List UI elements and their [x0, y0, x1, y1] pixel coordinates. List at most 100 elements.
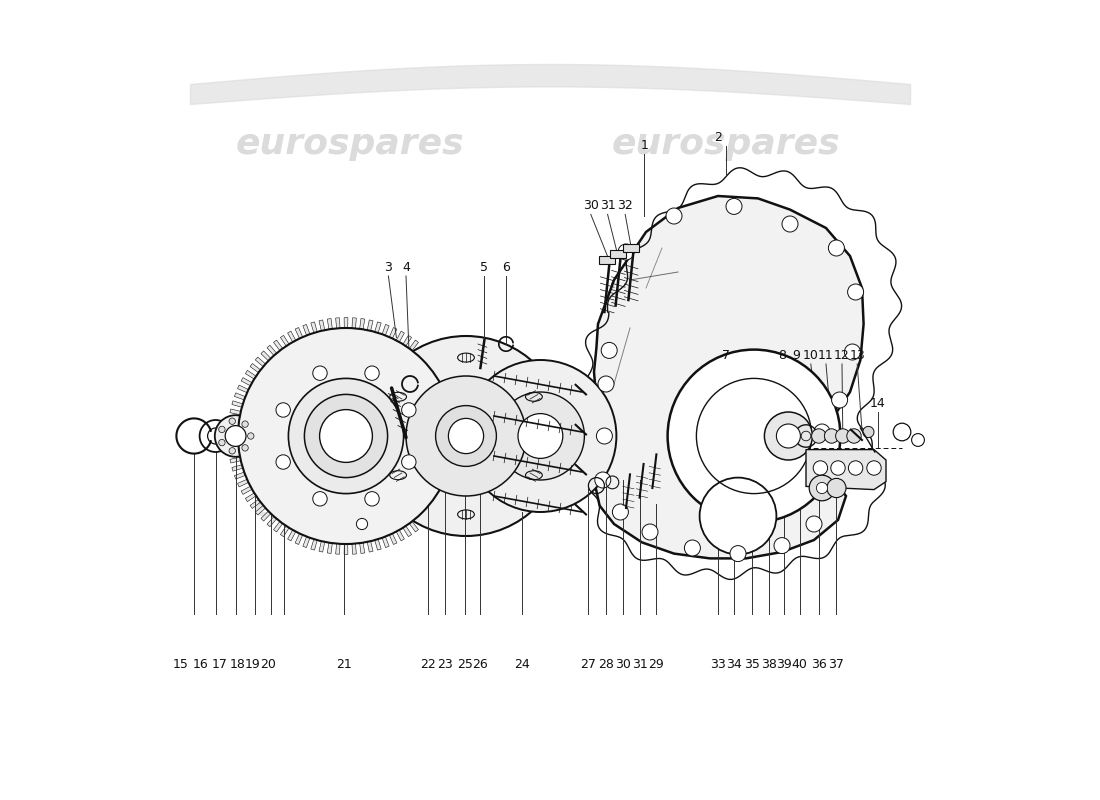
Circle shape: [730, 546, 746, 562]
Circle shape: [824, 429, 839, 443]
Circle shape: [845, 344, 860, 360]
Text: eurospares: eurospares: [629, 494, 823, 522]
Circle shape: [276, 402, 290, 417]
Circle shape: [518, 414, 563, 458]
Polygon shape: [238, 479, 249, 487]
Circle shape: [596, 428, 613, 444]
Text: 30: 30: [583, 199, 598, 212]
Circle shape: [496, 392, 584, 480]
Polygon shape: [382, 537, 389, 547]
Polygon shape: [238, 385, 249, 393]
Text: 33: 33: [711, 658, 726, 670]
Polygon shape: [443, 385, 454, 393]
Polygon shape: [440, 378, 451, 386]
Circle shape: [598, 376, 614, 392]
Text: 19: 19: [244, 658, 261, 670]
Text: 38: 38: [761, 658, 777, 670]
Polygon shape: [255, 357, 265, 366]
Polygon shape: [280, 335, 289, 346]
Circle shape: [276, 455, 290, 470]
Polygon shape: [396, 530, 405, 541]
Polygon shape: [311, 322, 317, 333]
Polygon shape: [453, 426, 464, 430]
Polygon shape: [409, 522, 418, 532]
Text: eurospares: eurospares: [612, 127, 840, 161]
Text: eurospares: eurospares: [235, 127, 464, 161]
Text: 2: 2: [714, 131, 722, 144]
Text: 8: 8: [778, 349, 786, 362]
Polygon shape: [594, 196, 864, 558]
Polygon shape: [421, 511, 431, 521]
Circle shape: [288, 378, 404, 494]
Circle shape: [229, 418, 235, 424]
Polygon shape: [352, 318, 356, 329]
Polygon shape: [336, 318, 340, 329]
Circle shape: [305, 394, 387, 478]
Circle shape: [832, 392, 848, 408]
Polygon shape: [806, 450, 886, 490]
Circle shape: [684, 540, 701, 556]
Polygon shape: [451, 458, 462, 463]
Text: 30: 30: [615, 658, 630, 670]
Circle shape: [226, 426, 246, 446]
Text: 34: 34: [726, 658, 741, 670]
Text: 24: 24: [514, 658, 530, 670]
Polygon shape: [344, 318, 348, 328]
Circle shape: [595, 472, 610, 488]
Polygon shape: [360, 318, 365, 330]
Polygon shape: [375, 322, 382, 333]
Text: 40: 40: [792, 658, 807, 670]
Circle shape: [827, 478, 846, 498]
Text: 35: 35: [744, 658, 759, 670]
Circle shape: [356, 518, 367, 530]
Text: 4: 4: [403, 261, 410, 274]
Polygon shape: [255, 506, 265, 515]
Text: 12: 12: [834, 349, 850, 362]
Polygon shape: [431, 499, 442, 509]
Circle shape: [830, 461, 845, 475]
Polygon shape: [232, 401, 243, 407]
Polygon shape: [232, 465, 243, 471]
Polygon shape: [443, 479, 454, 487]
Polygon shape: [234, 393, 245, 400]
Text: 32: 32: [617, 199, 634, 212]
Polygon shape: [302, 325, 310, 335]
Polygon shape: [440, 486, 451, 494]
Text: 15: 15: [173, 658, 188, 670]
Circle shape: [214, 415, 256, 457]
Polygon shape: [449, 465, 460, 471]
Circle shape: [862, 426, 874, 438]
Text: 29: 29: [649, 658, 664, 670]
Polygon shape: [396, 331, 405, 342]
Polygon shape: [431, 363, 442, 373]
Text: 31: 31: [631, 658, 648, 670]
Circle shape: [602, 342, 617, 358]
Polygon shape: [623, 244, 639, 252]
Polygon shape: [416, 346, 425, 355]
Circle shape: [814, 424, 830, 440]
Polygon shape: [352, 543, 356, 554]
Text: 22: 22: [420, 658, 437, 670]
Text: 9: 9: [792, 349, 801, 362]
Circle shape: [613, 504, 628, 520]
Polygon shape: [267, 346, 276, 355]
Text: 16: 16: [192, 658, 208, 670]
Polygon shape: [452, 450, 463, 454]
Text: 25: 25: [458, 658, 473, 670]
Circle shape: [436, 406, 496, 466]
Circle shape: [618, 244, 634, 260]
Polygon shape: [295, 327, 302, 338]
Text: 21: 21: [336, 658, 352, 670]
Circle shape: [836, 429, 850, 443]
Circle shape: [242, 421, 249, 427]
Text: 26: 26: [473, 658, 488, 670]
Polygon shape: [241, 486, 252, 494]
Circle shape: [764, 412, 813, 460]
Circle shape: [848, 284, 864, 300]
Polygon shape: [274, 522, 283, 532]
Polygon shape: [245, 370, 256, 379]
Polygon shape: [230, 458, 241, 463]
Circle shape: [248, 433, 254, 439]
Circle shape: [366, 336, 566, 536]
Circle shape: [815, 480, 832, 496]
